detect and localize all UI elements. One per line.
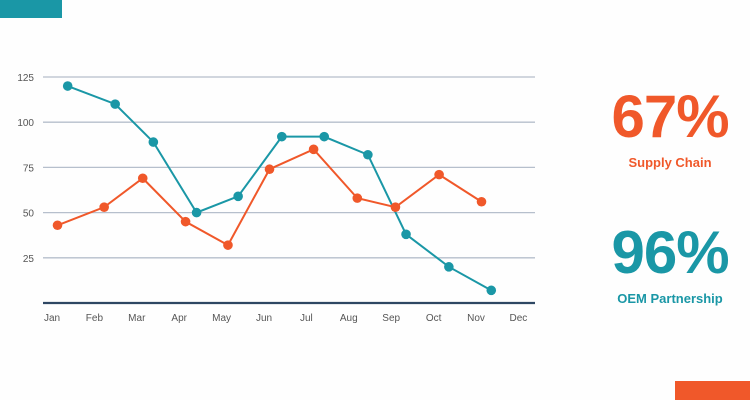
- series-0-point: [148, 137, 159, 147]
- decorative-teal-bar: [0, 0, 62, 18]
- x-tick-label: Jun: [256, 313, 272, 324]
- series-0-point: [62, 81, 73, 91]
- x-tick-label: May: [212, 313, 231, 324]
- decorative-orange-bar: [675, 381, 750, 400]
- x-tick-label: Apr: [171, 313, 187, 324]
- series-1-point: [264, 164, 275, 175]
- y-tick-label: 50: [23, 209, 35, 220]
- series-0-point: [191, 207, 202, 218]
- y-tick-label: 125: [17, 73, 34, 84]
- series-1-point: [476, 196, 487, 207]
- series-0-line: [67, 85, 492, 292]
- x-tick-label: Sep: [382, 313, 400, 324]
- series-1-point: [308, 144, 319, 155]
- series-1-point: [223, 240, 233, 250]
- series-1-point: [180, 216, 191, 227]
- x-tick-label: Dec: [510, 313, 528, 324]
- y-tick-label: 75: [23, 163, 35, 174]
- series-1-point: [137, 173, 148, 184]
- x-tick-label: Oct: [426, 313, 442, 324]
- stat-label: Supply Chain: [628, 155, 712, 170]
- x-tick-label: Jul: [300, 313, 313, 324]
- stat-value: 67%: [611, 83, 729, 150]
- series-1-point: [99, 202, 109, 212]
- series-1-point: [390, 202, 401, 212]
- stat-supply-chain: 67% Supply Chain: [590, 83, 750, 171]
- series-0-point: [319, 131, 330, 142]
- series-1-point: [52, 220, 63, 231]
- series-0-point: [277, 131, 287, 142]
- stat-value: 96%: [611, 219, 729, 286]
- series-0-point: [444, 262, 454, 272]
- series-0-point: [401, 229, 411, 240]
- y-tick-label: 25: [23, 254, 35, 265]
- stat-label: OEM Partnership: [617, 291, 723, 306]
- x-tick-label: Aug: [340, 313, 358, 324]
- x-tick-label: Mar: [128, 313, 146, 324]
- y-tick-label: 100: [17, 118, 34, 129]
- x-tick-label: Feb: [86, 313, 104, 324]
- series-0-point: [110, 99, 120, 109]
- x-tick-label: Jan: [44, 313, 60, 324]
- series-0-point: [363, 149, 373, 160]
- series-1-point: [352, 193, 363, 203]
- stat-oem-partnership: 96% OEM Partnership: [590, 219, 750, 307]
- series-1-line: [57, 148, 483, 247]
- series-0-point: [233, 191, 243, 202]
- x-tick-label: Nov: [467, 313, 485, 324]
- series-1-point: [434, 169, 444, 180]
- series-0-point: [486, 285, 497, 296]
